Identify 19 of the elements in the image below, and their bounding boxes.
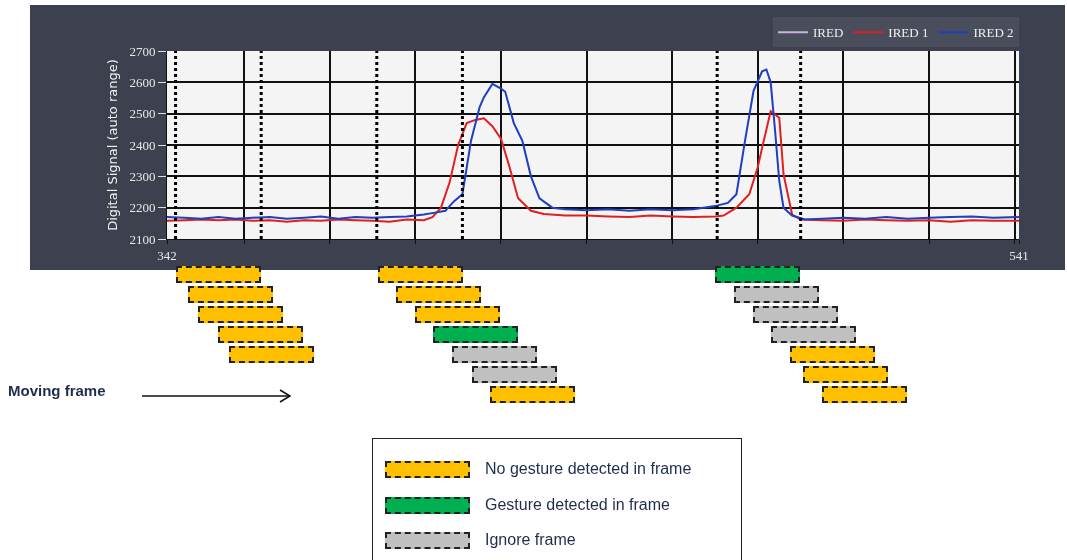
y-axis-title: Digital Signal (auto range) [105,59,121,231]
y-tick-label: 2600 [129,74,156,90]
y-tick-label: 2100 [129,231,156,247]
y-tick-label: 2400 [129,137,156,153]
legend-label: IRED 1 [888,25,929,41]
text: Ignore frame [485,531,576,549]
legend-label: IRED [813,25,844,41]
text: No gesture detected in frame [485,460,692,478]
y-tick-label: 2300 [129,168,156,184]
legend-label: IRED 2 [973,25,1014,41]
line-series [167,110,1019,223]
y-tick-label: 2500 [129,106,156,122]
y-tick-label: 2700 [129,43,156,59]
x-tick-label: 342 [157,247,177,263]
text: Moving frame [8,382,106,399]
x-tick-label: 541 [1009,247,1029,263]
line-series [167,68,1019,221]
text: Gesture detected in frame [485,496,670,514]
y-tick-label: 2200 [129,200,156,216]
